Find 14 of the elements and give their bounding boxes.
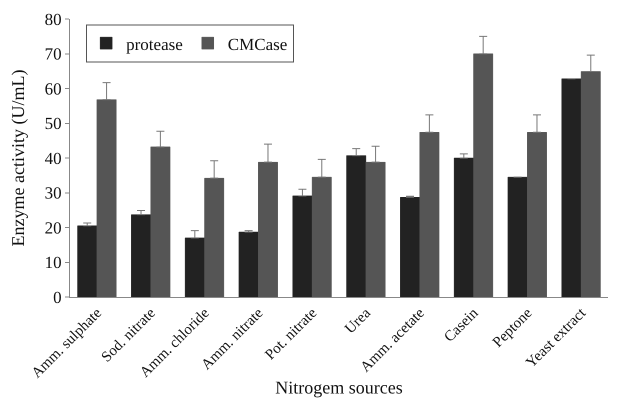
y-tick-label: 60 bbox=[44, 79, 62, 98]
y-tick-label: 10 bbox=[44, 253, 62, 272]
y-axis-title: Enzyme activity (U/mL) bbox=[8, 70, 28, 246]
y-tick-label: 70 bbox=[44, 44, 62, 64]
y-tick-label: 40 bbox=[44, 148, 62, 168]
x-tick-label: Urea bbox=[342, 305, 374, 338]
y-tick-label: 80 bbox=[44, 10, 62, 29]
legend-label: CMCase bbox=[228, 34, 288, 54]
legend-label: protease bbox=[126, 34, 183, 54]
y-tick-label: 30 bbox=[44, 184, 62, 203]
y-tick-label: 50 bbox=[44, 114, 62, 134]
x-axis-title: Nitrogem sources bbox=[275, 378, 403, 398]
y-tick-label: 0 bbox=[53, 288, 62, 307]
y-tick-label: 20 bbox=[44, 218, 62, 238]
